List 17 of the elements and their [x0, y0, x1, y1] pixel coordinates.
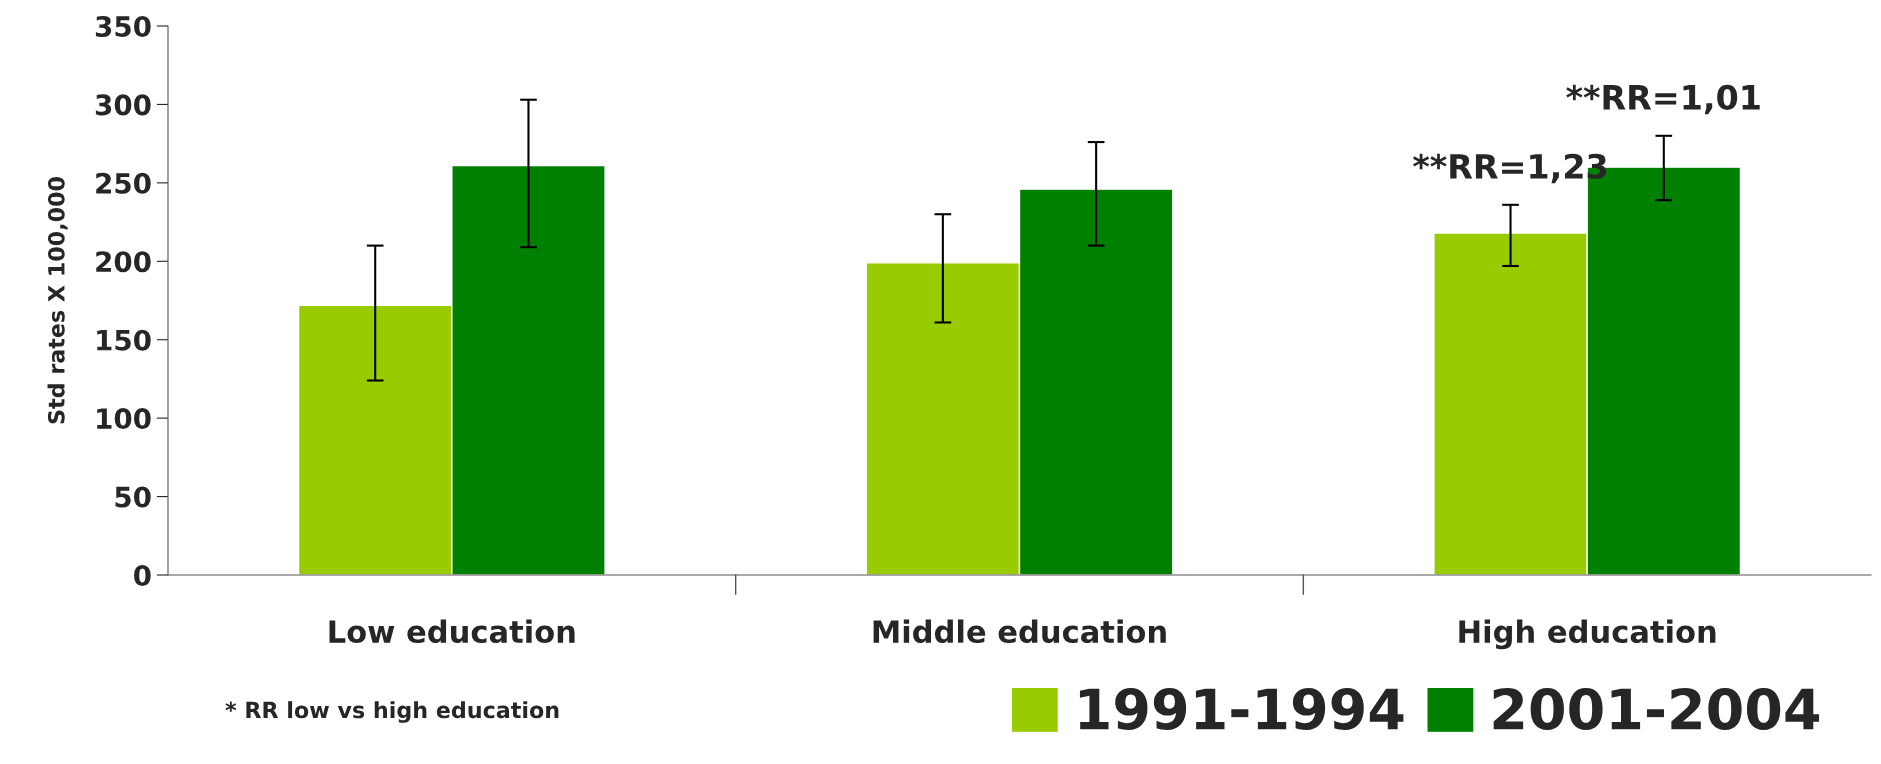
y-tick-label: 300: [95, 94, 151, 116]
x-tick-label: Low education: [329, 619, 575, 644]
legend-label: 1991-1994: [1079, 688, 1404, 730]
annotation: **RR=1,01: [1566, 84, 1760, 115]
x-tick-label: Middle education: [873, 619, 1166, 644]
y-tick-label: 350: [95, 15, 151, 37]
y-tick-label: 50: [115, 486, 151, 508]
annotation: **RR=1,23: [1413, 153, 1607, 184]
y-tick-label: 100: [97, 408, 151, 430]
y-tick-label: 150: [97, 329, 151, 351]
legend-label: 2001-2004: [1493, 687, 1820, 730]
text: * RR low vs high education: [225, 701, 559, 723]
y-tick-label: 250: [96, 172, 151, 194]
y-tick-label: 200: [96, 251, 151, 273]
y-axis-title: Std rates X 100,000: [47, 177, 68, 424]
y-tick-label: 0: [134, 564, 151, 586]
x-tick-label: High education: [1459, 619, 1716, 650]
